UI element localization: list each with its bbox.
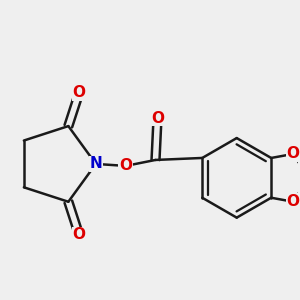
Text: O: O bbox=[286, 146, 299, 161]
Text: O: O bbox=[73, 227, 85, 242]
Text: O: O bbox=[286, 194, 299, 209]
Text: N: N bbox=[89, 156, 102, 171]
Text: O: O bbox=[73, 85, 85, 100]
Text: O: O bbox=[119, 158, 132, 173]
Text: O: O bbox=[151, 111, 164, 126]
